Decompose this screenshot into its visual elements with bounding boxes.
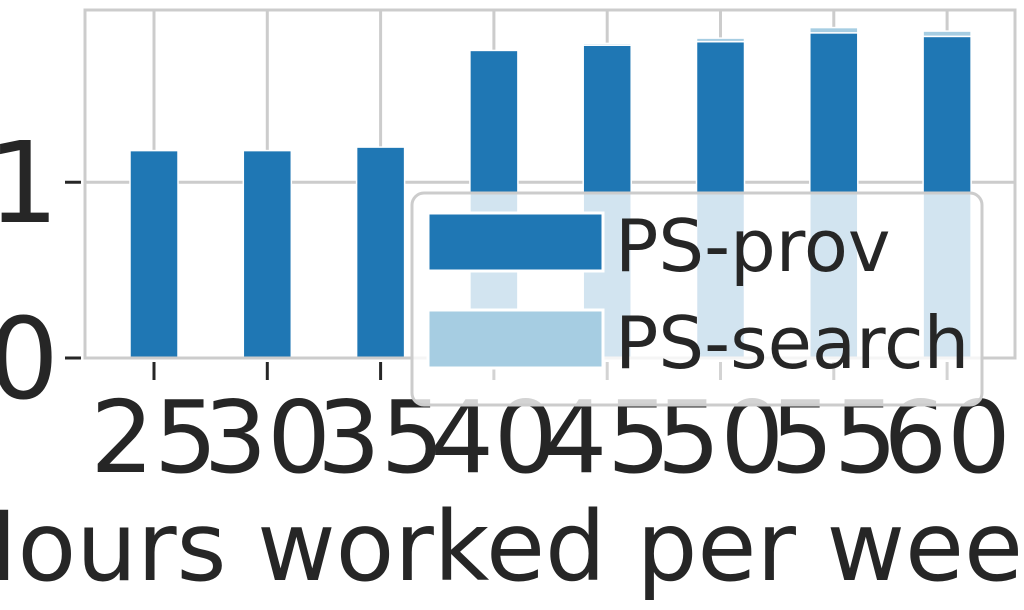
legend-label-ps-prov: PS-prov (615, 204, 890, 288)
bar-ps-prov (355, 146, 406, 359)
legend-swatch-ps-prov (426, 211, 605, 273)
x-tick-label: 25 (90, 379, 217, 496)
bar-ps-search (922, 30, 972, 38)
y-tick-label: 0 (0, 295, 59, 425)
legend-swatch-ps-search (426, 308, 605, 370)
bar-ps-search (582, 42, 632, 46)
bar-ps-prov (242, 149, 293, 359)
x-axis-label: Hours worked per week (0, 491, 1024, 603)
bar-ps-search (695, 37, 746, 43)
y-tick-label: 1 (0, 119, 59, 249)
legend: PS-prov PS-search (410, 191, 984, 407)
bar-ps-prov (129, 149, 179, 359)
bar-ps-search (809, 26, 859, 34)
legend-label-ps-search: PS-search (615, 301, 969, 385)
x-tick-label: 30 (204, 379, 331, 496)
